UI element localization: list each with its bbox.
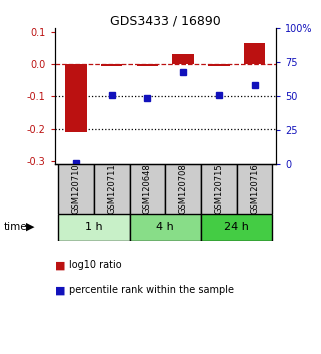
Text: ▶: ▶ <box>26 222 35 232</box>
Text: time: time <box>3 222 27 232</box>
Text: ■: ■ <box>55 285 65 295</box>
Bar <box>237 164 273 213</box>
Text: GSM120711: GSM120711 <box>107 164 116 214</box>
Text: percentile rank within the sample: percentile rank within the sample <box>69 285 234 295</box>
Bar <box>65 64 87 132</box>
Text: 1 h: 1 h <box>85 222 103 232</box>
Text: GSM120648: GSM120648 <box>143 164 152 214</box>
Title: GDS3433 / 16890: GDS3433 / 16890 <box>110 14 221 27</box>
Bar <box>201 164 237 213</box>
Bar <box>172 54 194 64</box>
Bar <box>165 164 201 213</box>
Bar <box>201 213 273 241</box>
Bar <box>58 213 130 241</box>
Bar <box>101 64 122 65</box>
Text: GSM120710: GSM120710 <box>72 164 81 214</box>
Text: GSM120716: GSM120716 <box>250 164 259 214</box>
Bar <box>208 64 230 65</box>
Text: GSM120708: GSM120708 <box>179 164 188 214</box>
Text: 4 h: 4 h <box>156 222 174 232</box>
Bar <box>130 164 165 213</box>
Bar <box>137 64 158 65</box>
Bar <box>94 164 130 213</box>
Bar <box>130 213 201 241</box>
Text: log10 ratio: log10 ratio <box>69 261 122 270</box>
Text: ■: ■ <box>55 261 65 270</box>
Bar <box>244 43 265 64</box>
Bar <box>58 164 94 213</box>
Text: 24 h: 24 h <box>224 222 249 232</box>
Text: GSM120715: GSM120715 <box>214 164 223 214</box>
